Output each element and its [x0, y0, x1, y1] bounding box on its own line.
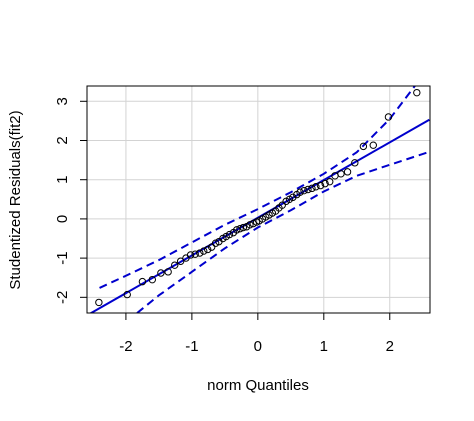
- point: [369, 141, 377, 149]
- point: [191, 250, 199, 258]
- envelope-line: [136, 150, 430, 313]
- point: [164, 268, 172, 276]
- point: [300, 186, 308, 195]
- x-tick-label: -1: [185, 338, 198, 355]
- x-tick-label: 0: [254, 338, 262, 355]
- point: [176, 257, 185, 265]
- point: [351, 159, 359, 167]
- y-axis-label: Studentized Residuals(fit2): [7, 110, 24, 289]
- envelope-line: [99, 86, 416, 289]
- point: [384, 113, 393, 121]
- point: [312, 183, 320, 191]
- point: [246, 221, 254, 229]
- point: [296, 188, 304, 196]
- point: [138, 277, 147, 286]
- point: [233, 226, 241, 234]
- point: [359, 142, 368, 151]
- point: [236, 225, 244, 233]
- point: [186, 251, 195, 259]
- point: [157, 269, 165, 277]
- point: [316, 181, 325, 190]
- point: [204, 245, 212, 254]
- point: [304, 185, 312, 194]
- point: [308, 184, 316, 193]
- point: [207, 243, 216, 251]
- point: [413, 88, 421, 97]
- y-tick-label: 3: [54, 97, 71, 105]
- point: [200, 247, 208, 255]
- grid: [87, 86, 430, 313]
- y-tick-label: 1: [54, 176, 71, 184]
- y-tick-label: 2: [54, 136, 71, 144]
- point: [321, 179, 329, 188]
- point: [239, 223, 248, 232]
- point: [123, 290, 131, 299]
- point: [326, 177, 334, 186]
- x-tick-label: -2: [119, 338, 132, 355]
- point: [225, 230, 234, 239]
- point: [343, 168, 352, 176]
- point: [171, 261, 179, 269]
- x-tick-label: 1: [320, 338, 328, 355]
- plot-area: [89, 86, 430, 313]
- point: [95, 298, 103, 307]
- x-axis-label: norm Quantiles: [207, 377, 309, 394]
- point: [196, 249, 204, 257]
- x-tick-label: 2: [386, 338, 394, 355]
- point: [337, 170, 345, 178]
- y-tick-label: -2: [54, 291, 71, 304]
- y-tick-label: -1: [54, 251, 71, 264]
- y-tick-label: 0: [54, 215, 71, 223]
- point: [278, 201, 286, 209]
- plot-box: [86, 85, 431, 314]
- point: [148, 275, 157, 284]
